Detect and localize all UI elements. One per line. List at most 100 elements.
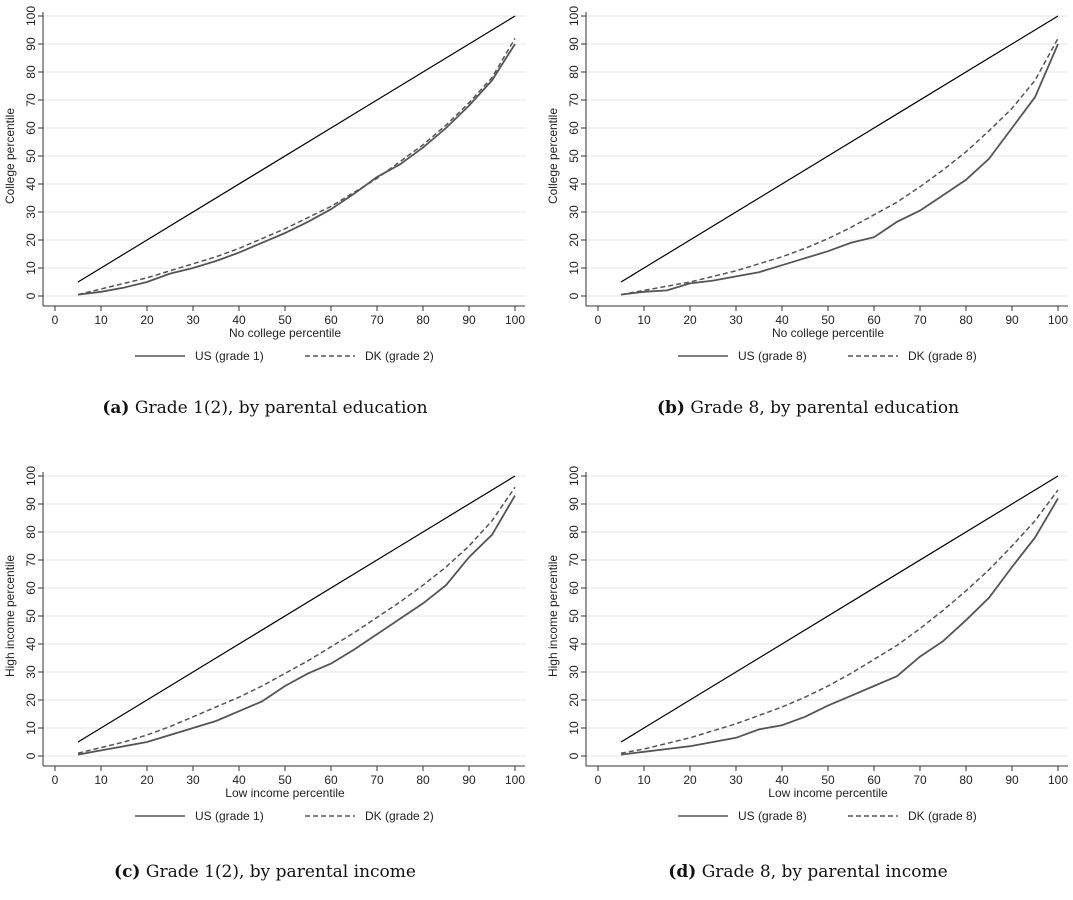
x-tick-label: 100 xyxy=(1048,313,1068,327)
x-tick-label: 90 xyxy=(462,773,476,787)
x-tick-label: 60 xyxy=(867,773,881,787)
x-tick-label: 100 xyxy=(505,773,525,787)
chart-svg: 0 10 20 30 40 50 60 70 80 90 100 0 10 20 30 40 50 60 70 80 9… xyxy=(3,466,525,823)
caption-b: (b) Grade 8, by parental education xyxy=(543,398,1073,418)
y-tick-label: 40 xyxy=(24,177,38,191)
legend-label: DK (grade 2) xyxy=(365,809,434,823)
x-tick-label: 0 xyxy=(52,773,59,787)
x-axis-title: No college percentile xyxy=(229,326,341,340)
x-axis-title: Low income percentile xyxy=(225,786,345,800)
legend-label: US (grade 8) xyxy=(738,349,807,363)
y-tick-label: 80 xyxy=(567,65,581,79)
y-tick-label: 90 xyxy=(24,37,38,51)
y-tick-label: 60 xyxy=(24,581,38,595)
y-tick-label: 0 xyxy=(24,292,38,299)
series-line xyxy=(77,486,516,754)
caption-text: Grade 8, by parental education xyxy=(690,398,960,418)
x-tick-label: 80 xyxy=(959,313,973,327)
x-tick-label: 0 xyxy=(595,773,602,787)
y-axis-title: College percentile xyxy=(546,108,560,204)
x-tick-label: 0 xyxy=(595,313,602,327)
reference-line xyxy=(77,15,516,283)
y-tick-label: 30 xyxy=(24,205,38,219)
series-line xyxy=(77,43,516,296)
y-tick-label: 90 xyxy=(24,497,38,511)
x-tick-label: 20 xyxy=(683,773,697,787)
x-tick-label: 30 xyxy=(186,773,200,787)
y-tick-label: 70 xyxy=(24,553,38,567)
x-tick-label: 40 xyxy=(232,313,246,327)
legend-label: US (grade 8) xyxy=(738,809,807,823)
y-tick-label: 60 xyxy=(24,121,38,135)
caption-text: Grade 1(2), by parental education xyxy=(134,398,428,418)
chart-panel-a: 0 10 20 30 40 50 60 70 80 90 100 0 10 20 30 40 50 60 70 80 9… xyxy=(0,0,530,440)
y-tick-label: 100 xyxy=(24,466,38,486)
x-tick-label: 30 xyxy=(729,313,743,327)
y-tick-label: 30 xyxy=(567,665,581,679)
y-tick-label: 50 xyxy=(24,609,38,623)
x-tick-label: 40 xyxy=(775,313,789,327)
y-tick-label: 10 xyxy=(567,721,581,735)
legend-label: DK (grade 2) xyxy=(365,349,434,363)
y-tick-label: 100 xyxy=(567,6,581,26)
y-tick-label: 10 xyxy=(24,721,38,735)
panel-label: (b) xyxy=(656,398,685,418)
legend-label: US (grade 1) xyxy=(195,349,264,363)
y-tick-label: 90 xyxy=(567,37,581,51)
x-tick-label: 40 xyxy=(232,773,246,787)
x-tick-label: 60 xyxy=(867,313,881,327)
y-tick-label: 100 xyxy=(567,466,581,486)
y-tick-label: 10 xyxy=(24,261,38,275)
x-tick-label: 100 xyxy=(1048,773,1068,787)
x-tick-label: 90 xyxy=(462,313,476,327)
x-tick-label: 20 xyxy=(683,313,697,327)
legend-label: DK (grade 8) xyxy=(908,809,977,823)
y-tick-label: 0 xyxy=(567,292,581,299)
x-tick-label: 40 xyxy=(775,773,789,787)
caption-text: Grade 8, by parental income xyxy=(701,862,948,882)
y-tick-label: 30 xyxy=(24,665,38,679)
y-tick-label: 40 xyxy=(567,637,581,651)
panel-label: (d) xyxy=(668,862,697,882)
y-tick-label: 20 xyxy=(567,693,581,707)
y-tick-label: 40 xyxy=(24,637,38,651)
chart-panel-d: 0 10 20 30 40 50 60 70 80 90 100 0 10 20 30 40 50 60 70 80 9… xyxy=(543,460,1073,900)
reference-line xyxy=(77,475,516,743)
y-tick-label: 60 xyxy=(567,121,581,135)
series-line xyxy=(620,43,1059,296)
reference-line xyxy=(620,15,1059,283)
y-tick-label: 30 xyxy=(567,205,581,219)
y-tick-label: 60 xyxy=(567,581,581,595)
y-tick-label: 80 xyxy=(567,525,581,539)
x-tick-label: 70 xyxy=(370,773,384,787)
legend-label: DK (grade 8) xyxy=(908,349,977,363)
y-tick-label: 70 xyxy=(567,93,581,107)
caption-d: (d) Grade 8, by parental income xyxy=(543,862,1073,882)
y-tick-label: 40 xyxy=(567,177,581,191)
x-tick-label: 10 xyxy=(637,773,651,787)
y-tick-label: 80 xyxy=(24,65,38,79)
x-tick-label: 20 xyxy=(140,773,154,787)
y-tick-label: 20 xyxy=(567,233,581,247)
y-tick-label: 100 xyxy=(24,6,38,26)
x-tick-label: 50 xyxy=(278,773,292,787)
y-tick-label: 70 xyxy=(567,553,581,567)
series-line xyxy=(77,38,516,296)
x-tick-label: 80 xyxy=(416,313,430,327)
x-tick-label: 10 xyxy=(94,773,108,787)
y-tick-label: 10 xyxy=(567,261,581,275)
chart-svg: 0 10 20 30 40 50 60 70 80 90 100 0 10 20 30 40 50 60 70 80 9… xyxy=(546,466,1068,823)
x-tick-label: 90 xyxy=(1005,313,1019,327)
x-tick-label: 10 xyxy=(94,313,108,327)
y-tick-label: 20 xyxy=(24,233,38,247)
caption-c: (c) Grade 1(2), by parental income xyxy=(0,862,530,882)
x-tick-label: 70 xyxy=(913,773,927,787)
y-tick-label: 0 xyxy=(567,752,581,759)
series-line xyxy=(620,489,1059,754)
chart-panel-c: 0 10 20 30 40 50 60 70 80 90 100 0 10 20 30 40 50 60 70 80 9… xyxy=(0,460,530,900)
x-tick-label: 60 xyxy=(324,773,338,787)
x-tick-label: 80 xyxy=(959,773,973,787)
panel-label: (a) xyxy=(102,398,130,418)
y-tick-label: 50 xyxy=(567,149,581,163)
chart-svg: 0 10 20 30 40 50 60 70 80 90 100 0 10 20 30 40 50 60 70 80 9… xyxy=(3,6,525,363)
